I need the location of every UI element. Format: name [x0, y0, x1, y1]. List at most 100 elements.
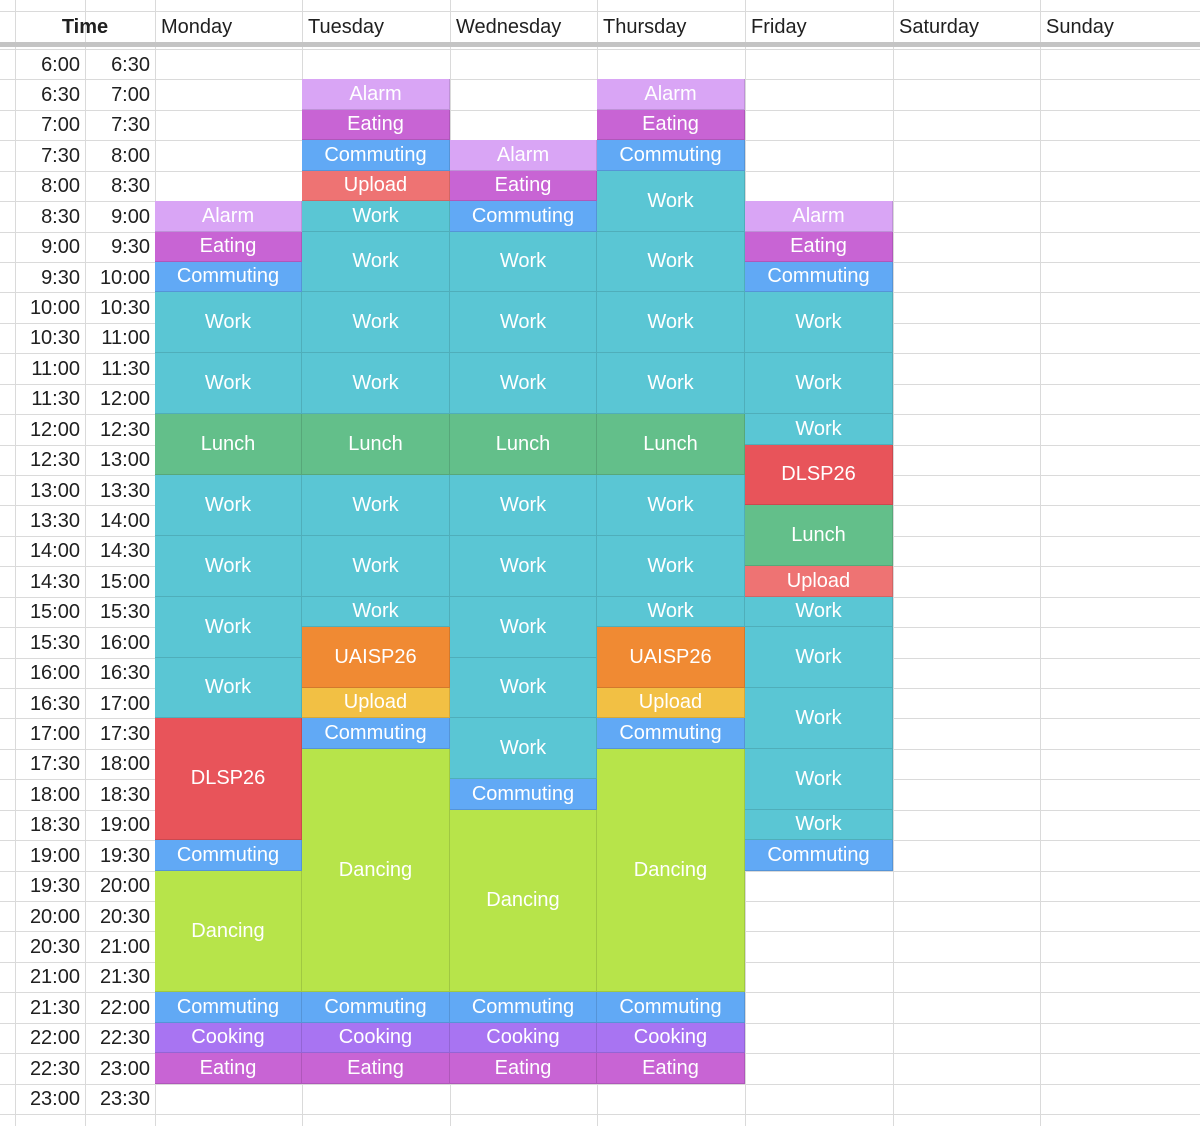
time-end-cell[interactable]: 11:30: [101, 357, 150, 380]
event-cooking[interactable]: Cooking: [302, 1023, 450, 1053]
time-start-cell[interactable]: 20:30: [29, 935, 80, 958]
event-commuting[interactable]: Commuting: [302, 718, 450, 749]
event-work[interactable]: Work: [745, 810, 893, 840]
event-work[interactable]: Work: [745, 597, 893, 627]
time-start-cell[interactable]: 9:30: [41, 266, 80, 289]
header-monday[interactable]: Monday: [161, 16, 233, 38]
event-cooking[interactable]: Cooking: [597, 1023, 745, 1053]
time-end-cell[interactable]: 10:00: [99, 266, 150, 289]
event-work[interactable]: Work: [302, 597, 450, 627]
event-work[interactable]: Work: [597, 597, 745, 627]
time-start-cell[interactable]: 6:30: [41, 83, 80, 106]
event-work[interactable]: Work: [302, 536, 450, 597]
time-start-cell[interactable]: 15:00: [29, 601, 80, 624]
event-work[interactable]: Work: [155, 475, 302, 536]
header-saturday[interactable]: Saturday: [899, 16, 980, 38]
event-work[interactable]: Work: [745, 688, 893, 749]
event-lunch[interactable]: Lunch: [302, 414, 450, 475]
time-start-cell[interactable]: 10:30: [29, 327, 80, 350]
time-start-cell[interactable]: 11:00: [31, 357, 80, 380]
time-start-cell[interactable]: 17:30: [29, 753, 80, 776]
event-eating[interactable]: Eating: [302, 1053, 450, 1084]
time-end-cell[interactable]: 18:00: [99, 753, 150, 776]
time-end-cell[interactable]: 18:30: [99, 783, 150, 806]
time-end-cell[interactable]: 6:30: [111, 53, 150, 76]
time-end-cell[interactable]: 22:30: [99, 1027, 150, 1050]
event-work[interactable]: Work: [450, 475, 597, 536]
time-start-cell[interactable]: 16:30: [29, 692, 80, 715]
time-start-cell[interactable]: 19:30: [29, 875, 80, 898]
event-alarm[interactable]: Alarm: [450, 140, 597, 171]
event-commuting[interactable]: Commuting: [745, 840, 893, 871]
time-end-cell[interactable]: 14:00: [99, 509, 150, 532]
event-work[interactable]: Work: [597, 475, 745, 536]
event-uaisp26[interactable]: UAISP26: [597, 627, 745, 688]
event-work[interactable]: Work: [745, 353, 893, 414]
time-start-cell[interactable]: 7:30: [41, 144, 80, 167]
event-work[interactable]: Work: [302, 475, 450, 536]
time-end-cell[interactable]: 10:30: [99, 296, 150, 319]
time-start-cell[interactable]: 13:00: [29, 479, 80, 502]
header-time[interactable]: Time: [61, 16, 109, 38]
event-dancing[interactable]: Dancing: [450, 810, 597, 992]
time-end-cell[interactable]: 19:00: [99, 814, 150, 837]
event-dlsp26[interactable]: DLSP26: [155, 718, 302, 840]
header-wednesday[interactable]: Wednesday: [456, 16, 562, 38]
time-end-cell[interactable]: 16:00: [99, 631, 150, 654]
event-work[interactable]: Work: [302, 232, 450, 292]
time-start-cell[interactable]: 16:00: [29, 662, 80, 685]
event-eating[interactable]: Eating: [302, 110, 450, 140]
event-commuting[interactable]: Commuting: [302, 140, 450, 171]
event-cooking[interactable]: Cooking: [155, 1023, 302, 1053]
time-start-cell[interactable]: 19:00: [29, 844, 80, 867]
time-start-cell[interactable]: 8:00: [41, 175, 80, 198]
event-work[interactable]: Work: [450, 597, 597, 658]
time-end-cell[interactable]: 21:00: [99, 935, 150, 958]
time-end-cell[interactable]: 19:30: [99, 844, 150, 867]
event-work[interactable]: Work: [302, 292, 450, 353]
event-work[interactable]: Work: [450, 292, 597, 353]
time-end-cell[interactable]: 8:30: [111, 175, 150, 198]
time-start-cell[interactable]: 18:00: [29, 783, 80, 806]
time-start-cell[interactable]: 13:30: [29, 509, 80, 532]
event-upload[interactable]: Upload: [302, 171, 450, 201]
event-commuting[interactable]: Commuting: [450, 201, 597, 232]
event-commuting[interactable]: Commuting: [597, 718, 745, 749]
event-work[interactable]: Work: [597, 292, 745, 353]
time-end-cell[interactable]: 14:30: [99, 540, 150, 563]
event-work[interactable]: Work: [745, 749, 893, 810]
event-work[interactable]: Work: [302, 201, 450, 232]
time-start-cell[interactable]: 21:30: [29, 996, 80, 1019]
event-work[interactable]: Work: [450, 353, 597, 414]
time-start-cell[interactable]: 20:00: [29, 905, 80, 928]
header-sunday[interactable]: Sunday: [1046, 16, 1114, 38]
event-work[interactable]: Work: [597, 353, 745, 414]
event-work[interactable]: Work: [450, 536, 597, 597]
header-friday[interactable]: Friday: [751, 16, 807, 38]
time-start-cell[interactable]: 14:00: [29, 540, 80, 563]
event-commuting[interactable]: Commuting: [155, 992, 302, 1023]
event-work[interactable]: Work: [155, 353, 302, 414]
event-work[interactable]: Work: [155, 536, 302, 597]
time-end-cell[interactable]: 22:00: [99, 996, 150, 1019]
time-start-cell[interactable]: 14:30: [29, 570, 80, 593]
time-start-cell[interactable]: 12:00: [29, 418, 80, 441]
event-work[interactable]: Work: [155, 292, 302, 353]
event-eating[interactable]: Eating: [597, 110, 745, 140]
event-upload[interactable]: Upload: [302, 688, 450, 718]
event-lunch[interactable]: Lunch: [155, 414, 302, 475]
event-alarm[interactable]: Alarm: [745, 201, 893, 232]
event-commuting[interactable]: Commuting: [155, 840, 302, 871]
event-dancing[interactable]: Dancing: [155, 871, 302, 992]
event-commuting[interactable]: Commuting: [450, 779, 597, 810]
event-dancing[interactable]: Dancing: [302, 749, 450, 992]
event-work[interactable]: Work: [597, 536, 745, 597]
event-eating[interactable]: Eating: [745, 232, 893, 262]
time-start-cell[interactable]: 12:30: [29, 449, 80, 472]
time-start-cell[interactable]: 7:00: [41, 114, 80, 137]
time-start-cell[interactable]: 8:30: [41, 205, 80, 228]
time-start-cell[interactable]: 22:00: [29, 1027, 80, 1050]
event-eating[interactable]: Eating: [450, 171, 597, 201]
time-start-cell[interactable]: 23:00: [29, 1088, 80, 1111]
time-start-cell[interactable]: 6:00: [41, 53, 80, 76]
